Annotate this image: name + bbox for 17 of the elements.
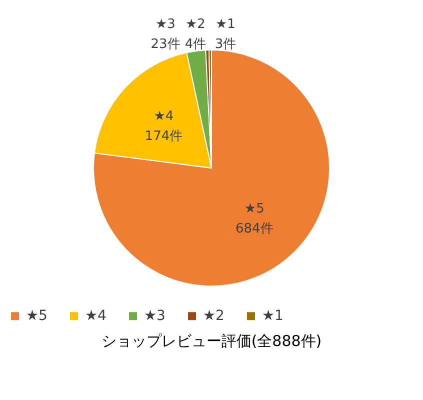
data-label: 3件	[214, 37, 236, 52]
slice-label: ★5	[244, 202, 264, 217]
data-label: 174件	[144, 129, 183, 144]
slice-label: ★1	[216, 17, 236, 32]
legend-label: ★3	[144, 308, 166, 324]
text: ショップレビュー評価(全888件)	[101, 332, 322, 350]
slice-label: ★3	[156, 17, 176, 32]
legend-label: ★5	[26, 308, 48, 324]
data-label: 23件	[150, 37, 180, 52]
legend-label: ★2	[203, 308, 224, 324]
data-label: 684件	[235, 222, 274, 237]
slice-label: ★4	[154, 109, 174, 124]
legend-label: ★1	[262, 308, 284, 324]
legend-label: ★4	[85, 308, 107, 324]
slice-label: ★2	[186, 17, 206, 32]
data-label: 4件	[184, 37, 206, 52]
pie-slice	[93, 50, 330, 286]
